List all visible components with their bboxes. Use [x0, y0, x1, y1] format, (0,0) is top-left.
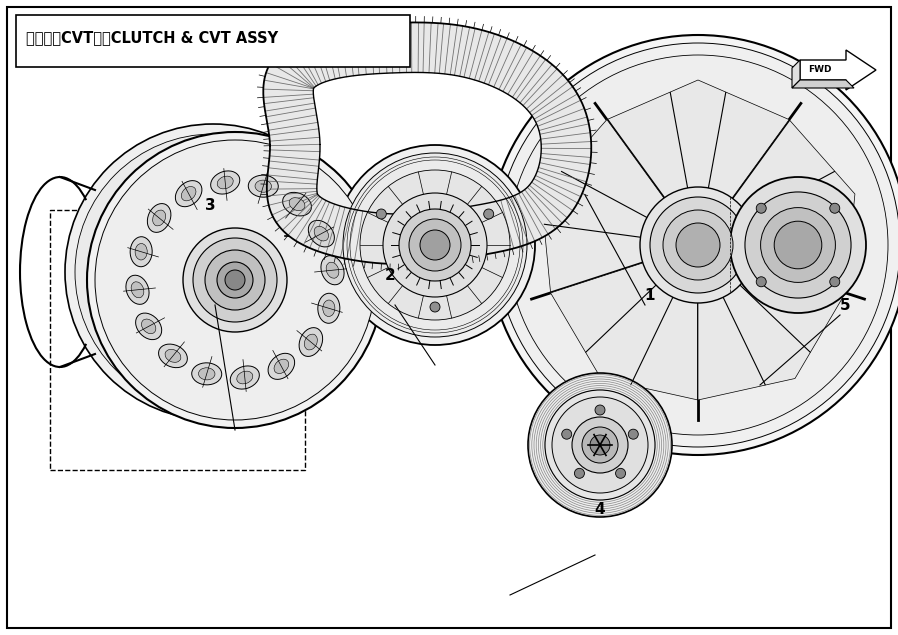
Ellipse shape [269, 353, 295, 379]
Circle shape [409, 219, 461, 271]
Circle shape [225, 270, 245, 290]
Polygon shape [263, 22, 591, 264]
Ellipse shape [142, 319, 156, 333]
Circle shape [217, 262, 253, 298]
Ellipse shape [299, 328, 322, 356]
Ellipse shape [304, 334, 317, 350]
Ellipse shape [314, 226, 329, 241]
Text: 4: 4 [594, 502, 605, 518]
Ellipse shape [153, 210, 165, 226]
Ellipse shape [248, 175, 278, 197]
Circle shape [360, 170, 510, 320]
Ellipse shape [130, 237, 152, 267]
Ellipse shape [318, 293, 339, 323]
Ellipse shape [192, 363, 222, 385]
Circle shape [575, 469, 585, 478]
Circle shape [676, 223, 720, 267]
Polygon shape [607, 80, 789, 213]
Text: 1: 1 [645, 288, 656, 302]
Ellipse shape [326, 262, 339, 278]
Circle shape [488, 35, 898, 455]
Circle shape [376, 209, 386, 219]
Circle shape [335, 145, 535, 345]
Text: 5: 5 [840, 298, 850, 312]
Ellipse shape [131, 282, 144, 298]
Circle shape [582, 427, 618, 463]
Circle shape [756, 277, 766, 287]
Circle shape [430, 302, 440, 312]
Circle shape [496, 43, 898, 447]
Ellipse shape [126, 275, 149, 304]
Ellipse shape [322, 300, 335, 316]
Ellipse shape [165, 349, 180, 363]
Ellipse shape [217, 176, 233, 189]
Circle shape [193, 238, 277, 322]
Circle shape [65, 124, 361, 420]
Circle shape [595, 405, 605, 415]
Circle shape [629, 429, 638, 439]
Circle shape [562, 429, 572, 439]
Text: 2: 2 [384, 267, 395, 283]
Circle shape [552, 397, 648, 493]
Text: 3: 3 [205, 197, 216, 213]
Ellipse shape [283, 192, 312, 216]
Ellipse shape [230, 366, 260, 389]
Ellipse shape [175, 180, 202, 206]
Circle shape [650, 197, 746, 293]
Circle shape [399, 209, 471, 281]
Circle shape [572, 417, 628, 473]
Ellipse shape [289, 197, 305, 211]
Ellipse shape [237, 371, 253, 384]
Circle shape [774, 221, 822, 269]
Polygon shape [721, 119, 855, 293]
Circle shape [745, 192, 851, 298]
Circle shape [830, 203, 840, 213]
Ellipse shape [198, 368, 215, 380]
Ellipse shape [255, 180, 271, 192]
Polygon shape [800, 50, 876, 90]
Circle shape [730, 177, 866, 313]
Ellipse shape [211, 171, 240, 194]
Ellipse shape [147, 204, 171, 232]
Circle shape [615, 469, 626, 478]
Polygon shape [792, 80, 854, 88]
Circle shape [183, 228, 287, 332]
Circle shape [420, 230, 450, 260]
Circle shape [830, 277, 840, 287]
Ellipse shape [135, 243, 147, 260]
Circle shape [343, 153, 527, 337]
Circle shape [761, 208, 835, 283]
Polygon shape [698, 257, 845, 400]
Circle shape [640, 187, 756, 303]
Ellipse shape [274, 359, 288, 373]
Ellipse shape [321, 256, 344, 284]
Circle shape [75, 134, 351, 410]
Circle shape [528, 373, 672, 517]
Circle shape [508, 55, 888, 435]
Text: FWD: FWD [808, 65, 832, 74]
Circle shape [590, 435, 610, 455]
Circle shape [484, 209, 494, 219]
Circle shape [756, 203, 766, 213]
Bar [16, 15, 410, 67]
Ellipse shape [308, 220, 334, 247]
Circle shape [87, 132, 383, 428]
Polygon shape [541, 119, 674, 293]
Circle shape [545, 390, 655, 500]
Text: 离合器，CVT总成CLUTCH & CVT ASSY: 离合器，CVT总成CLUTCH & CVT ASSY [26, 30, 278, 46]
Ellipse shape [181, 187, 196, 201]
Circle shape [205, 250, 265, 310]
Bar [285, 214, 430, 236]
Circle shape [663, 210, 733, 280]
Ellipse shape [159, 344, 188, 368]
Circle shape [95, 140, 375, 420]
Bar [50, 210, 305, 470]
Polygon shape [792, 60, 800, 88]
Ellipse shape [136, 313, 162, 340]
Circle shape [383, 193, 487, 297]
Polygon shape [550, 257, 698, 400]
